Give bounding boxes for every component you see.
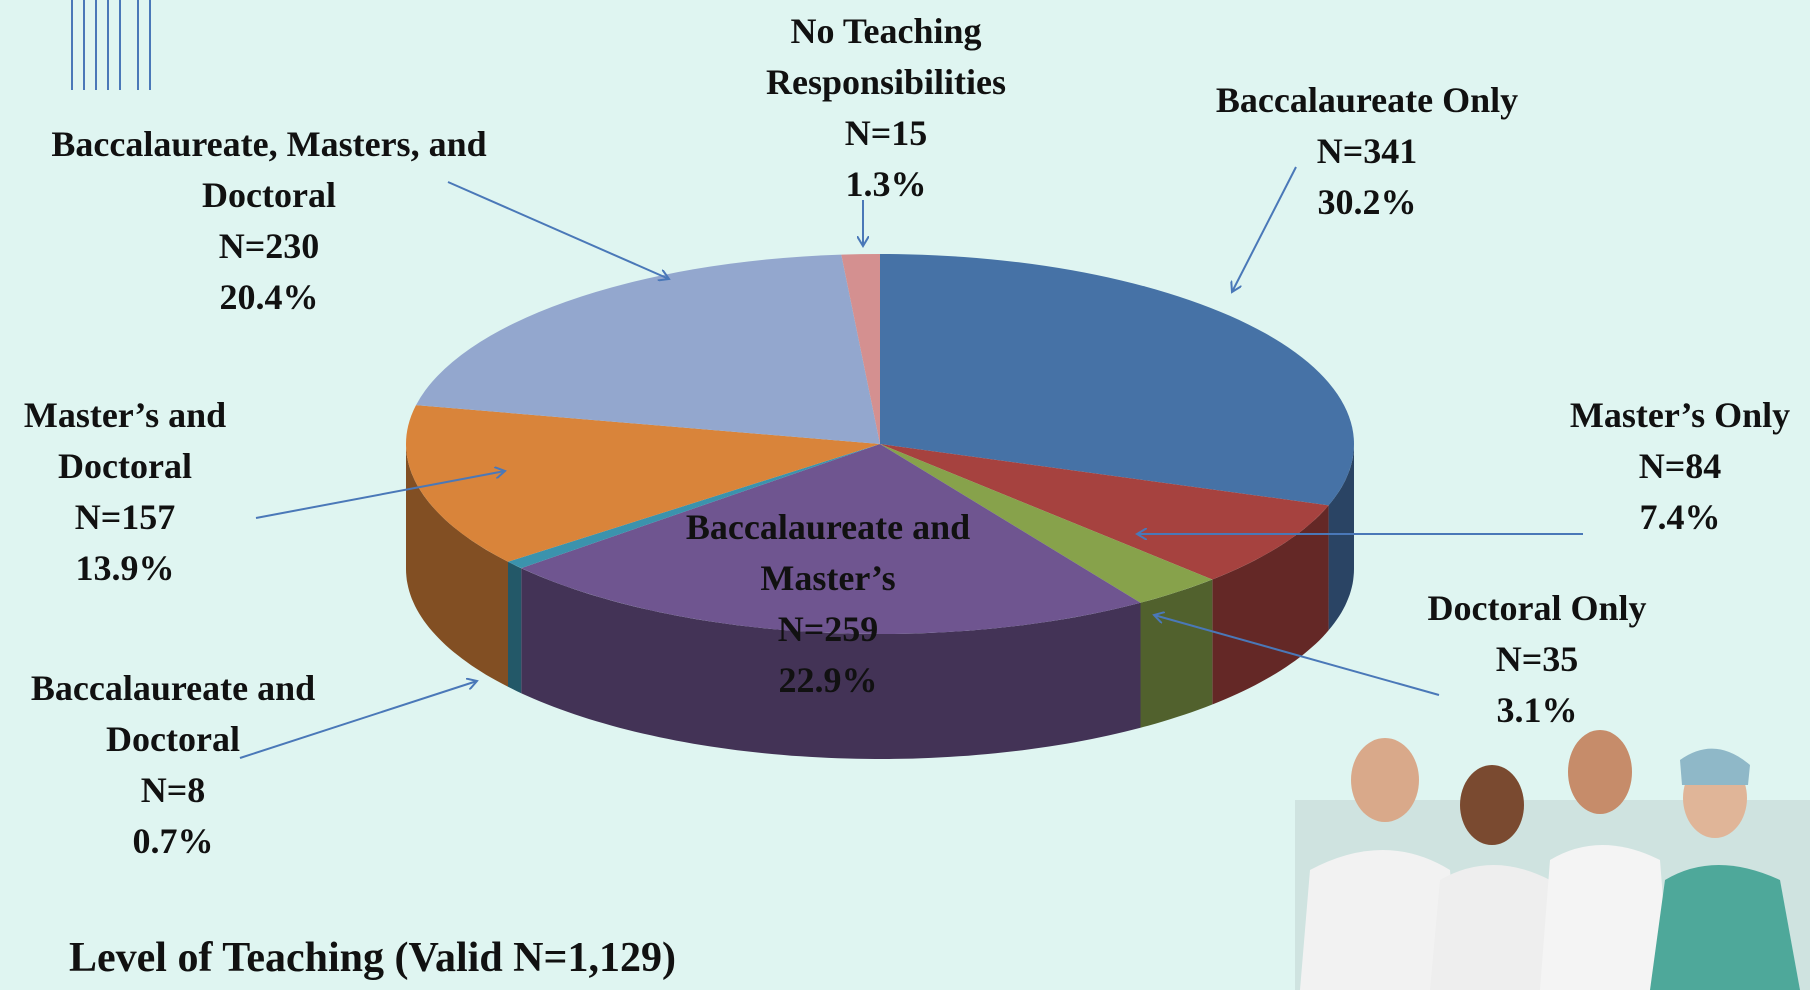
- category-label: Master’s Only: [1569, 395, 1791, 435]
- category-label: Doctoral Only: [1427, 588, 1647, 628]
- slice-label: Master’s Only N=84 7.4%: [1530, 390, 1810, 543]
- n-label: N=157: [74, 497, 176, 537]
- slice-label: No Teaching Responsibilities N=15 1.3%: [721, 6, 1051, 210]
- photo: [1295, 730, 1810, 990]
- n-label: N=341: [1316, 131, 1418, 171]
- n-label: N=15: [844, 113, 928, 153]
- value-label: 20.4%: [219, 277, 319, 317]
- pie-side: [1328, 444, 1354, 631]
- pie: [405, 254, 1354, 759]
- pie-slice: [416, 254, 880, 444]
- pie-slice: [880, 254, 1354, 506]
- slice-label: Baccalaureate and Doctoral N=8 0.7%: [0, 663, 358, 867]
- value-label: 1.3%: [845, 164, 927, 204]
- pie-side: [1212, 505, 1329, 705]
- slice-label: Baccalaureate and Master’s N=259 22.9%: [638, 502, 1018, 706]
- pie-side: [1140, 579, 1213, 728]
- pie-side: [406, 444, 508, 687]
- n-label: N=230: [218, 226, 320, 266]
- n-label: N=35: [1495, 639, 1579, 679]
- decor-lines: [71, 0, 151, 90]
- pie-slice: [507, 444, 880, 569]
- value-label: 7.4%: [1639, 497, 1721, 537]
- chart-title: Level of Teaching (Valid N=1,129): [69, 935, 676, 981]
- pie-side: [521, 568, 1141, 759]
- leader-lines: [239, 166, 1583, 759]
- slice-label: Baccalaureate Only N=341 30.2%: [1157, 75, 1577, 228]
- pie-side: [508, 561, 522, 694]
- value-label: 22.9%: [778, 660, 878, 700]
- category-label: Baccalaureate and Doctoral: [30, 668, 316, 759]
- n-label: N=259: [777, 609, 879, 649]
- pie-slice: [405, 405, 880, 562]
- slice-label: Baccalaureate, Masters, and Doctoral N=23…: [0, 119, 539, 323]
- category-label: Baccalaureate and Master’s: [685, 507, 971, 598]
- category-label: Baccalaureate Only: [1215, 80, 1519, 120]
- n-label: N=84: [1638, 446, 1722, 486]
- value-label: 3.1%: [1496, 690, 1578, 730]
- category-label: No Teaching Responsibilities: [765, 11, 1007, 102]
- pie-slice: [880, 444, 1329, 580]
- value-label: 0.7%: [132, 821, 214, 861]
- pie-slice: [521, 444, 1141, 634]
- value-label: 30.2%: [1317, 182, 1417, 222]
- pie-slice: [880, 444, 1213, 603]
- value-label: 13.9%: [75, 548, 175, 588]
- n-label: N=8: [140, 770, 206, 810]
- category-label: Baccalaureate, Masters, and Doctoral: [51, 124, 487, 215]
- slice-label: Doctoral Only N=35 3.1%: [1377, 583, 1697, 736]
- category-label: Master’s and Doctoral: [23, 395, 227, 486]
- slice-label: Master’s and Doctoral N=157 13.9%: [0, 390, 260, 594]
- pie-slice: [841, 254, 880, 444]
